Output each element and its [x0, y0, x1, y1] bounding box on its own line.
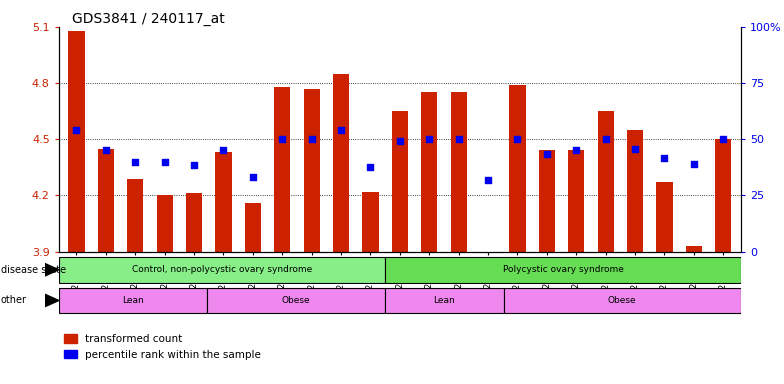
Bar: [568, 151, 584, 252]
Text: disease state: disease state: [1, 265, 66, 275]
Point: [511, 136, 524, 142]
Text: Lean: Lean: [122, 296, 143, 305]
Bar: [451, 93, 466, 252]
Text: other: other: [1, 295, 27, 306]
Bar: [98, 149, 114, 252]
Polygon shape: [45, 263, 59, 276]
Bar: [186, 194, 202, 252]
Bar: [303, 89, 320, 252]
Bar: [597, 111, 614, 252]
Point: [158, 159, 171, 165]
Point: [217, 147, 230, 154]
Bar: [503, 288, 741, 313]
Bar: [59, 257, 385, 283]
Point: [717, 136, 729, 142]
Bar: [715, 139, 731, 252]
Point: [305, 136, 318, 142]
Bar: [59, 288, 207, 313]
Point: [452, 136, 465, 142]
Bar: [68, 31, 85, 252]
Point: [71, 127, 82, 133]
Text: GDS3841 / 240117_at: GDS3841 / 240117_at: [72, 12, 225, 26]
Bar: [207, 288, 385, 313]
Bar: [385, 288, 503, 313]
Bar: [539, 151, 555, 252]
Text: Polycystic ovary syndrome: Polycystic ovary syndrome: [503, 265, 623, 274]
Point: [659, 155, 671, 161]
Point: [246, 174, 259, 180]
Point: [599, 136, 612, 142]
Point: [100, 147, 112, 154]
Point: [335, 127, 347, 133]
Bar: [656, 182, 673, 252]
Bar: [216, 152, 231, 252]
Bar: [392, 111, 408, 252]
Point: [540, 151, 553, 157]
Bar: [333, 74, 349, 252]
Bar: [245, 203, 261, 252]
Text: Lean: Lean: [434, 296, 456, 305]
Bar: [627, 130, 643, 252]
Point: [129, 159, 141, 165]
Point: [688, 161, 700, 167]
Bar: [421, 93, 437, 252]
Text: Control, non-polycystic ovary syndrome: Control, non-polycystic ovary syndrome: [132, 265, 312, 274]
Point: [364, 164, 376, 170]
Bar: [510, 85, 525, 252]
Text: Obese: Obese: [608, 296, 637, 305]
Text: Obese: Obese: [281, 296, 310, 305]
Bar: [274, 87, 290, 252]
Point: [423, 136, 435, 142]
Point: [187, 162, 200, 169]
Polygon shape: [45, 294, 59, 307]
Point: [481, 177, 494, 184]
Point: [276, 136, 289, 142]
Bar: [385, 257, 741, 283]
Point: [394, 138, 406, 144]
Bar: [127, 179, 143, 252]
Point: [629, 146, 641, 152]
Bar: [686, 246, 702, 252]
Point: [570, 147, 583, 154]
Bar: [157, 195, 172, 252]
Bar: [362, 192, 379, 252]
Legend: transformed count, percentile rank within the sample: transformed count, percentile rank withi…: [64, 334, 261, 359]
